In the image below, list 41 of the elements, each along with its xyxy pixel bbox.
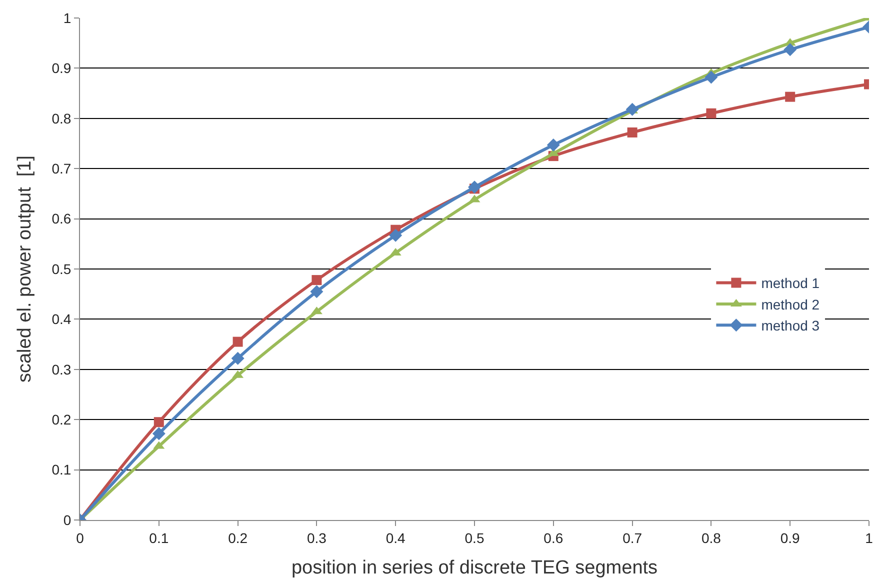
y-tick-label: 0.8 [52, 110, 72, 126]
x-tick-label: 1 [865, 530, 874, 546]
y-tick-label: 0.6 [52, 210, 72, 227]
x-tick-label: 0.1 [149, 530, 169, 546]
y-tick-label: 1 [63, 10, 72, 26]
x-tick-label: 0.8 [701, 530, 722, 546]
x-tick-label: 0.2 [228, 530, 248, 546]
point [627, 127, 638, 138]
y-tick-label: 0.4 [52, 311, 72, 328]
point [785, 92, 796, 102]
point [312, 275, 322, 286]
y-tick-label: 0.7 [52, 160, 72, 176]
point [468, 180, 481, 194]
x-tick-label: 0.9 [780, 530, 800, 546]
point [784, 43, 797, 56]
point [152, 427, 166, 440]
point [232, 336, 243, 347]
x-tick-label: 0.5 [464, 530, 484, 546]
point [310, 285, 324, 298]
y-tick-label: 0.1 [52, 462, 72, 478]
legend-label: method 2 [761, 296, 820, 312]
x-tick-label: 0.7 [622, 530, 642, 546]
point [154, 417, 164, 428]
point [704, 70, 718, 84]
point [706, 108, 716, 118]
y-tick-label: 0.2 [52, 412, 72, 428]
y-tick-label: 0 [63, 512, 72, 528]
y-axis-title: scaled el. power output [1] [14, 155, 36, 383]
point [389, 228, 402, 242]
point [546, 138, 560, 152]
x-axis-title: position in series of discrete TEG segments [291, 558, 658, 579]
y-tick-label: 0.5 [52, 260, 72, 277]
legend-label: method 3 [761, 318, 820, 334]
x-tick-label: 0 [76, 530, 84, 546]
legend-label: method 1 [761, 275, 820, 292]
point [231, 352, 244, 365]
x-tick-label: 0.4 [386, 530, 406, 546]
y-tick-label: 0.9 [52, 60, 72, 76]
x-tick-label: 0.3 [306, 530, 327, 546]
y-tick-label: 0.3 [52, 361, 72, 378]
x-tick-label: 0.6 [544, 530, 564, 546]
